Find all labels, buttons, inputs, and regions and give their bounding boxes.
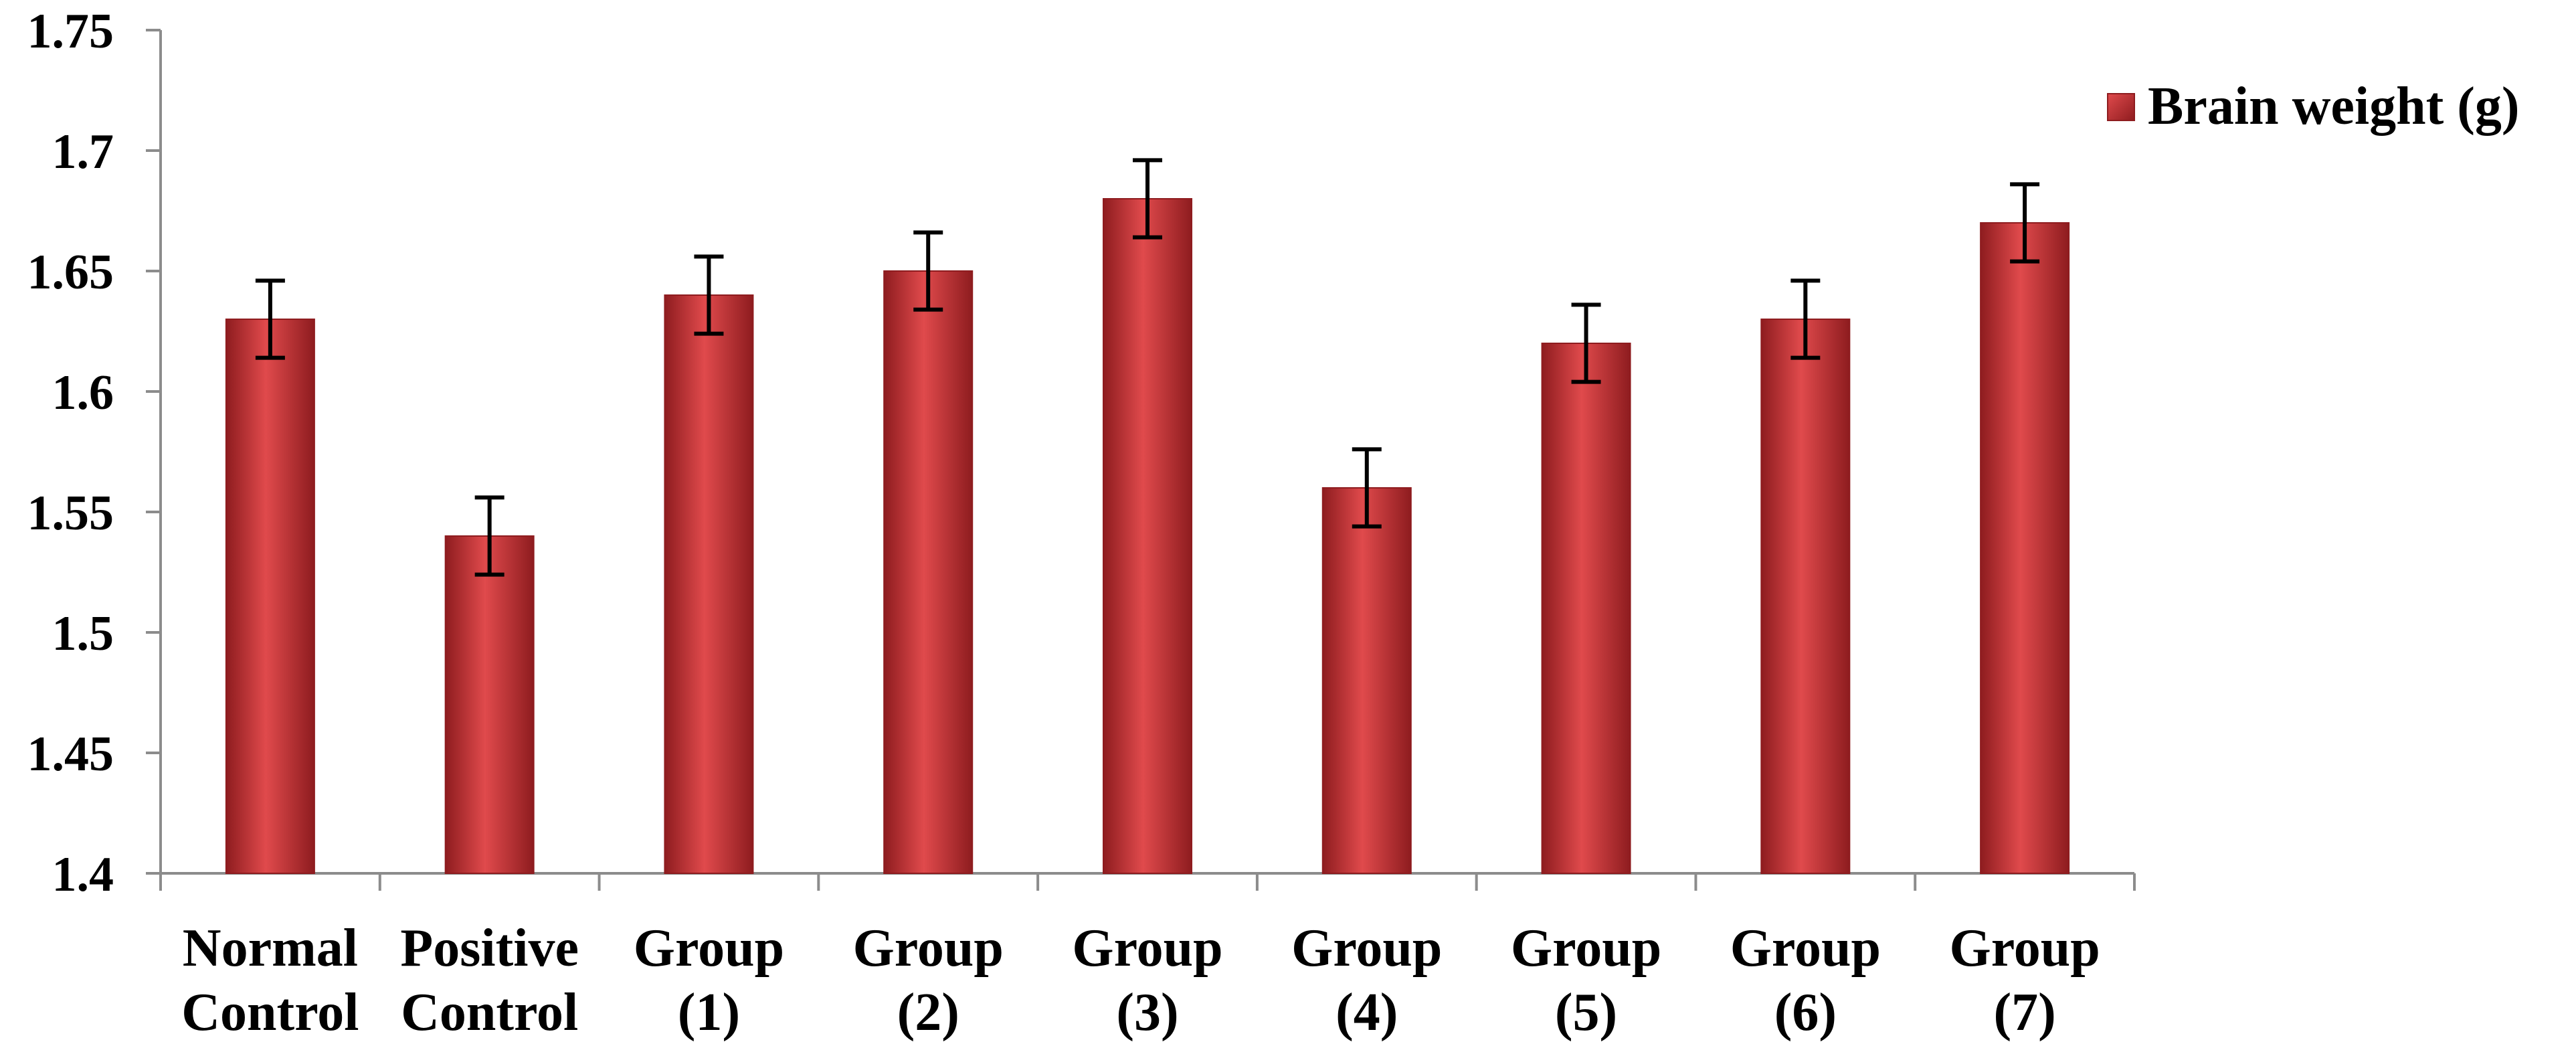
x-category-label: (6) [1774,983,1837,1042]
x-category-label: Positive [400,919,579,978]
x-category-label: Group [634,919,784,978]
x-category-label: (5) [1555,983,1617,1042]
x-category-label: Group [1291,919,1442,978]
x-category-label: (1) [678,983,740,1042]
y-tick-label: 1.4 [52,847,114,902]
legend-swatch [2107,93,2135,121]
bar [1980,222,2070,874]
bar [664,294,754,874]
error-bars [255,158,2040,577]
y-tick-label: 1.55 [27,486,114,541]
y-tick-label: 1.7 [52,124,114,179]
bar [225,319,315,874]
y-tick-label: 1.45 [27,727,114,782]
x-category-label: Group [1072,919,1222,978]
x-category-label: Group [1511,919,1661,978]
x-category-label: (7) [1993,983,2055,1042]
bars [225,198,2070,874]
category-labels: NormalControlPositiveControlGroup(1)Grou… [181,919,2100,1042]
x-category-label: (3) [1116,983,1178,1042]
y-tick-label: 1.5 [52,606,114,661]
y-tick-label: 1.75 [27,4,114,59]
legend-label: Brain weight (g) [2148,77,2520,136]
legend: Brain weight (g) [2107,77,2520,136]
y-tick-label: 1.6 [52,365,114,420]
x-category-label: (4) [1336,983,1398,1042]
x-category-label: Normal [183,919,358,978]
bar [1321,487,1412,874]
x-category-label: Group [1949,919,2100,978]
bar [444,535,535,874]
x-category-label: Group [853,919,1004,978]
bar [1760,319,1851,874]
x-category-label: (2) [897,983,959,1042]
x-category-label: Control [181,983,359,1042]
bar [1103,198,1192,874]
bar [1541,343,1631,874]
bar [883,270,974,874]
x-category-label: Control [401,983,578,1042]
x-axis [159,872,2136,891]
y-tick-label: 1.65 [27,245,114,300]
x-category-label: Group [1730,919,1881,978]
y-axis: 1.4 1.45 1.5 1.55 1.6 1.65 1.7 1.75 [27,4,162,902]
